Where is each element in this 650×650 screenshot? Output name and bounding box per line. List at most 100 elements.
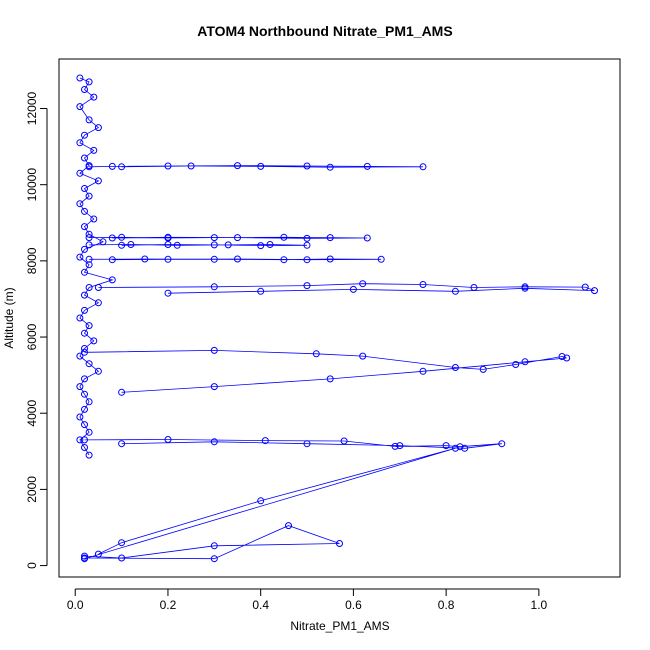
- data-point: [85, 322, 93, 330]
- data-point: [76, 314, 84, 322]
- data-point: [81, 390, 88, 398]
- data-point: [81, 444, 88, 451]
- data-point: [118, 440, 126, 448]
- data-point: [81, 552, 88, 560]
- data-point: [85, 428, 93, 436]
- data-point: [85, 398, 93, 406]
- series-line: [89, 165, 424, 168]
- data-point: [303, 162, 311, 170]
- data-point: [118, 388, 126, 396]
- data-point: [419, 281, 427, 288]
- data-point: [108, 256, 116, 264]
- y-tick-label: 0: [25, 562, 39, 569]
- data-point: [419, 163, 427, 171]
- data-point: [94, 367, 102, 375]
- data-point: [76, 436, 84, 444]
- data-point: [164, 289, 172, 297]
- x-tick-label: 0.0: [67, 598, 84, 612]
- series-line: [89, 236, 368, 239]
- data-point: [210, 555, 218, 563]
- chart-title: ATOM4 Northbound Nitrate_PM1_AMS: [197, 23, 452, 39]
- data-point: [90, 146, 98, 154]
- series-line: [84, 525, 340, 560]
- data-point: [85, 234, 93, 242]
- data-point: [210, 255, 218, 263]
- data-point: [118, 539, 126, 547]
- series-line: [89, 258, 382, 261]
- data-point: [76, 200, 84, 208]
- data-point: [118, 241, 126, 249]
- data-point: [363, 162, 371, 170]
- data-point: [303, 440, 311, 448]
- data-point: [359, 352, 367, 360]
- data-point: [266, 241, 274, 248]
- data-point: [391, 442, 399, 450]
- data-point: [285, 522, 292, 530]
- data-point: [85, 241, 93, 249]
- data-point: [512, 361, 520, 368]
- data-point: [81, 154, 88, 162]
- data-point: [76, 253, 84, 261]
- data-point: [224, 241, 232, 249]
- data-point: [210, 346, 218, 354]
- series-7: [81, 346, 571, 396]
- data-point: [85, 255, 93, 263]
- data-point: [363, 234, 371, 242]
- y-axis: 0 2000 4000 6000 8000 10000 12000: [25, 92, 48, 569]
- data-point: [451, 444, 459, 452]
- data-point: [76, 139, 84, 147]
- data-point: [442, 442, 450, 450]
- data-point: [303, 282, 311, 290]
- data-point: [85, 451, 93, 459]
- data-point: [210, 542, 218, 550]
- series-8: [81, 436, 506, 452]
- data-point: [456, 443, 464, 451]
- y-tick-label: 6000: [25, 323, 39, 350]
- data-point: [76, 103, 84, 111]
- data-point: [340, 437, 348, 445]
- data-point: [90, 215, 98, 223]
- data-point: [76, 352, 84, 360]
- data-point: [81, 245, 88, 253]
- data-point: [164, 233, 172, 241]
- data-point: [419, 367, 427, 375]
- data-point: [118, 233, 126, 241]
- data-point: [257, 162, 265, 170]
- data-point: [76, 383, 84, 391]
- data-point: [326, 375, 334, 383]
- data-point: [349, 285, 357, 293]
- series-4: [85, 241, 311, 250]
- data-point: [81, 345, 88, 352]
- data-point: [81, 421, 88, 429]
- data-point: [118, 163, 126, 171]
- data-point: [94, 124, 102, 132]
- data-point: [76, 74, 84, 82]
- data-point: [85, 116, 93, 124]
- series-1: [76, 74, 116, 459]
- plot-area: [76, 74, 598, 563]
- data-point: [94, 177, 102, 185]
- data-point: [563, 354, 571, 362]
- data-point: [81, 86, 88, 93]
- data-point: [85, 78, 93, 86]
- data-point: [108, 276, 116, 284]
- data-point: [479, 365, 487, 373]
- data-point: [257, 287, 265, 295]
- data-point: [257, 242, 265, 250]
- data-point: [85, 261, 93, 269]
- data-point: [521, 358, 529, 366]
- data-point: [81, 375, 88, 383]
- x-axis: 0.0 0.2 0.4 0.6 0.8 1.0: [67, 588, 548, 612]
- plot-frame: [58, 58, 621, 578]
- data-point: [85, 163, 93, 171]
- data-point: [581, 283, 589, 291]
- y-tick-label: 10000: [25, 168, 39, 202]
- data-point: [141, 255, 149, 263]
- y-axis-label: Altitude (m): [2, 287, 16, 348]
- data-point: [81, 436, 88, 444]
- data-point: [76, 413, 84, 421]
- data-point: [81, 348, 88, 356]
- series-line: [98, 283, 595, 294]
- data-point: [326, 234, 334, 242]
